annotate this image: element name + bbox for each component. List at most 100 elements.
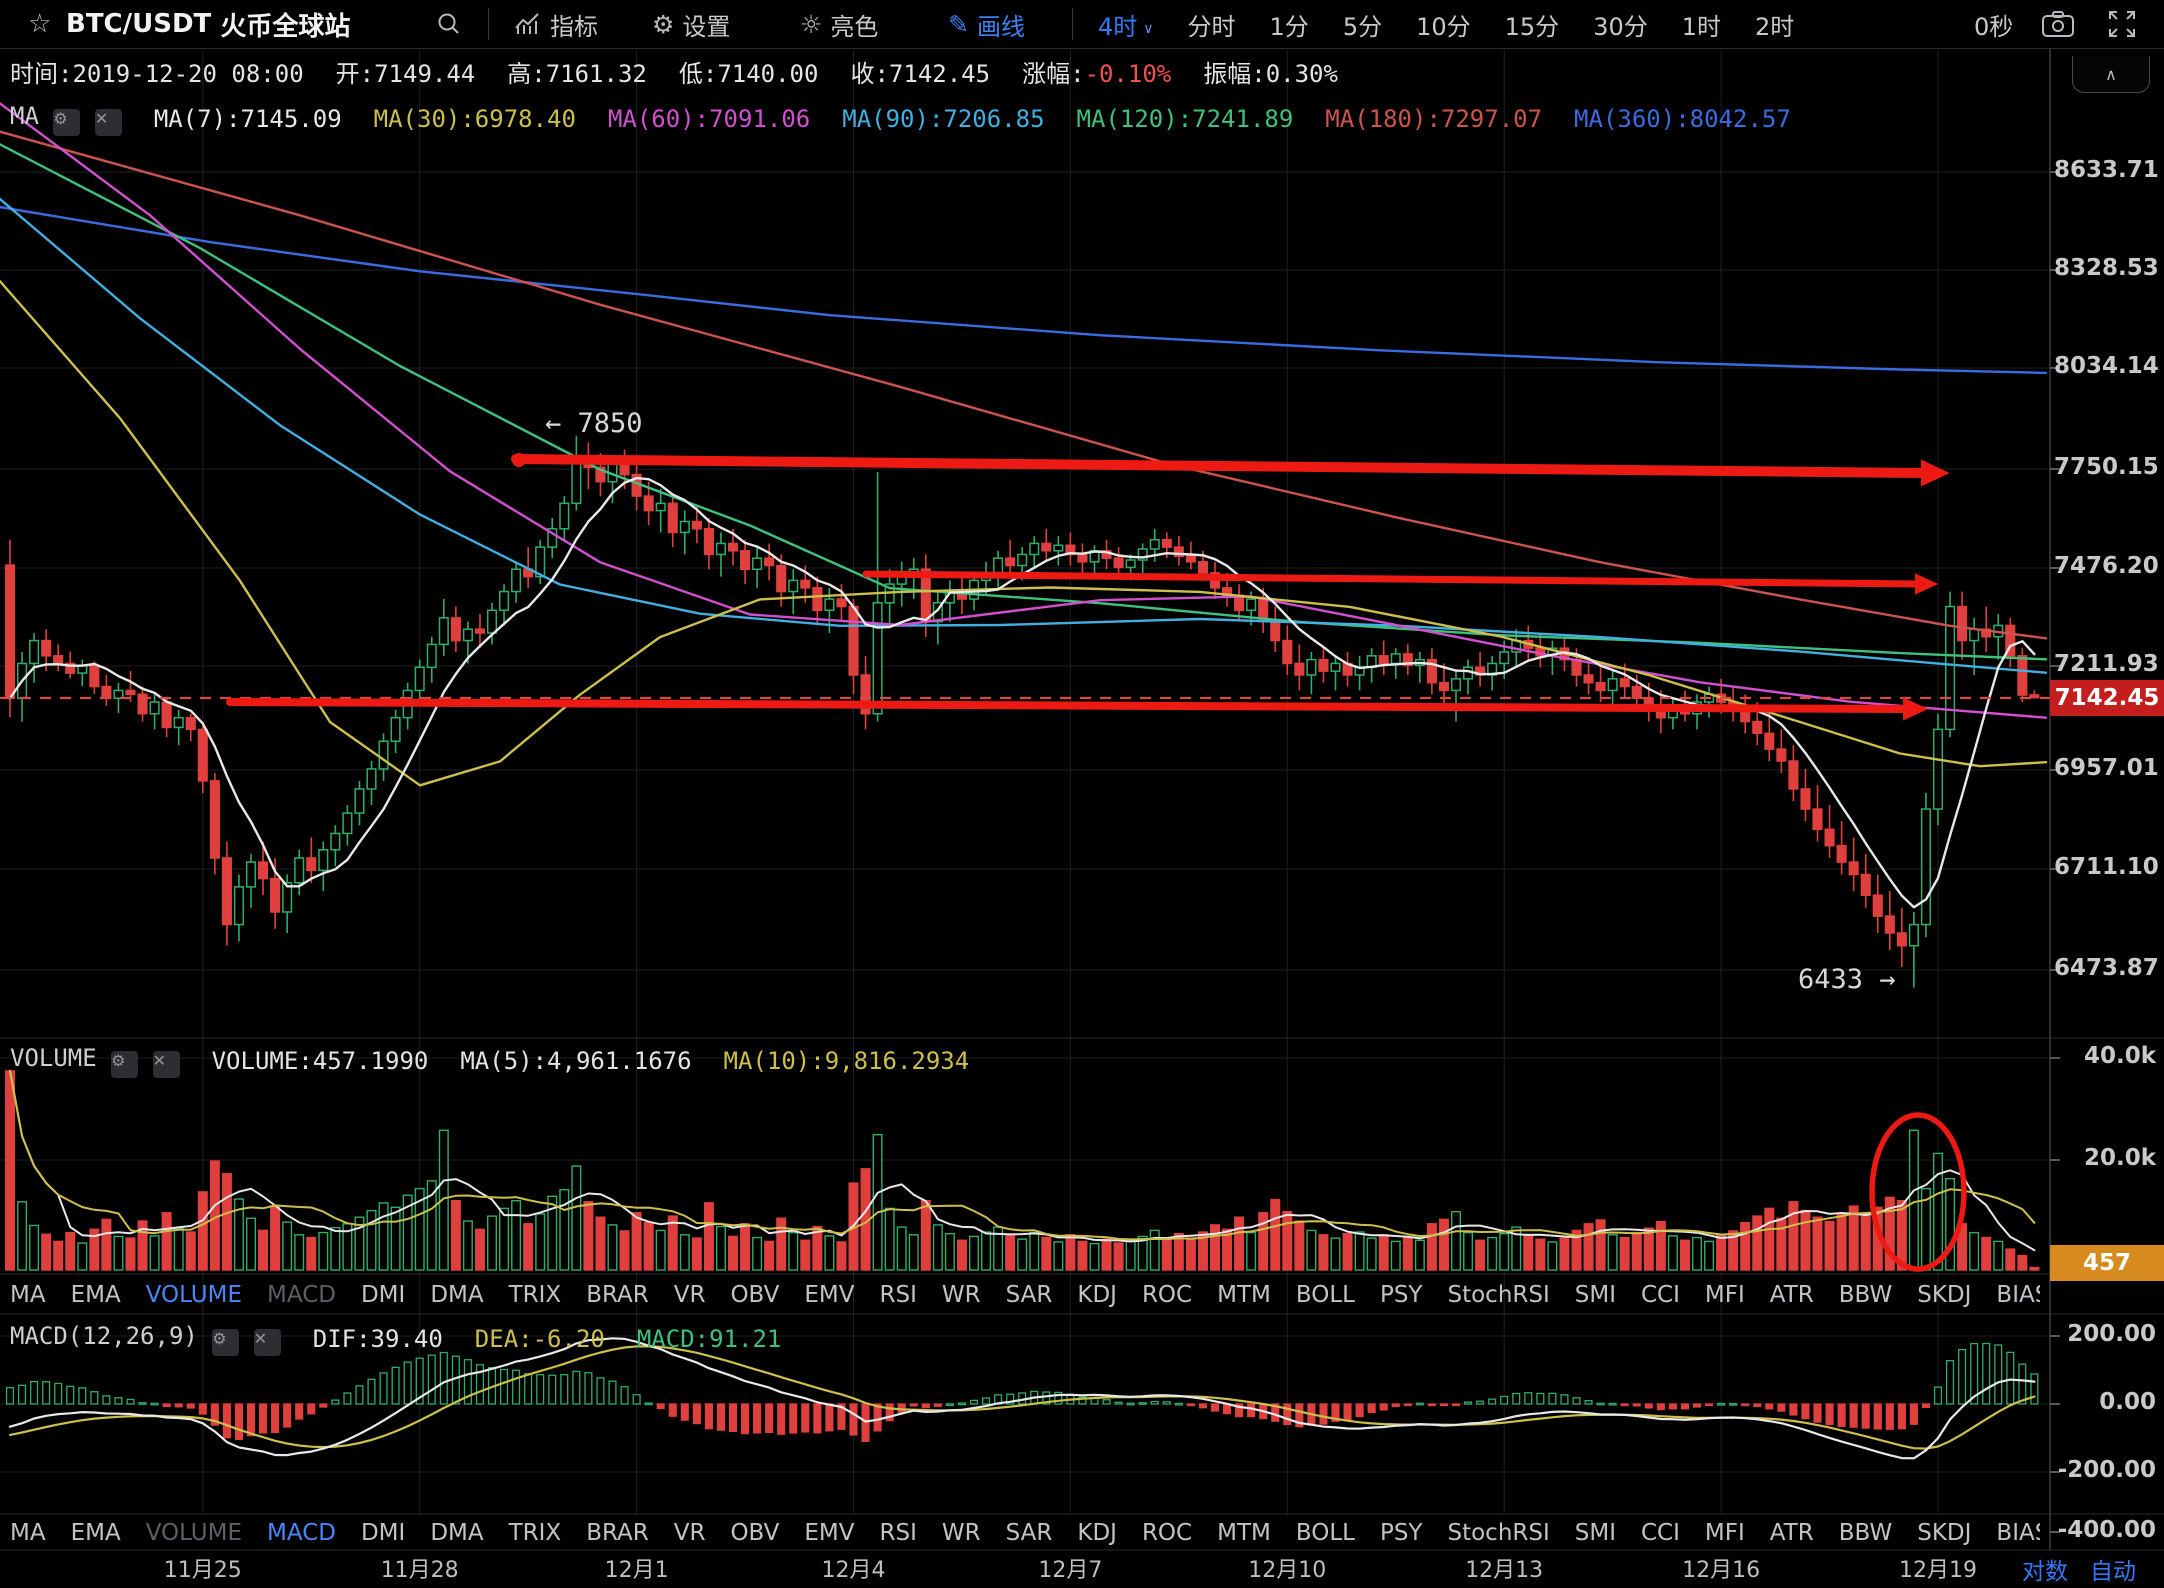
tab-mtm[interactable]: MTM [1217,1520,1271,1546]
tab-ema[interactable]: EMA [70,1282,121,1308]
tab-vr[interactable]: VR [673,1282,706,1308]
tab-dmi[interactable]: DMI [360,1520,406,1546]
symbol-title: BTC/USDT 火币全球站 [66,0,350,48]
tab-dma[interactable]: DMA [430,1520,484,1546]
tab-cci[interactable]: CCI [1641,1520,1680,1546]
collapse-panel-tab[interactable]: ∧ [2072,56,2150,93]
theme-button[interactable]: ☼ 亮色 [800,0,878,48]
tab-volume[interactable]: VOLUME [145,1520,243,1546]
draw-line-button[interactable]: ✎ 画线 [948,0,1025,48]
period-item-15分[interactable]: 15分 [1504,12,1560,41]
tab-bias[interactable]: BIAS [1996,1520,2040,1546]
tab-mtm[interactable]: MTM [1217,1282,1271,1308]
period-item-1时[interactable]: 1时 [1681,12,1722,41]
tab-volume[interactable]: VOLUME [145,1282,243,1308]
tab-brar[interactable]: BRAR [586,1282,649,1308]
tab-ma[interactable]: MA [10,1520,46,1546]
tab-skdj[interactable]: SKDJ [1917,1520,1972,1546]
low-price-annotation: 6433 → [1798,964,1896,995]
tab-obv[interactable]: OBV [730,1520,780,1546]
ma-values-row: MA ⚙ ✕ MA(7):7145.09 MA(30):6978.40 MA(60)… [10,102,1791,136]
tab-trix[interactable]: TRIX [508,1520,562,1546]
fullscreen-icon[interactable] [2108,0,2136,48]
tab-wr[interactable]: WR [941,1282,981,1308]
peak-price-annotation: ← 7850 [545,408,643,439]
tab-psy[interactable]: PSY [1379,1282,1423,1308]
period-selector: 4时 ∨ 分时 1分 5分 10分 15分 30分 1时 2时 [1098,0,1794,48]
tab-atr[interactable]: ATR [1769,1282,1814,1308]
auto-scale-button[interactable]: 自动 [2090,1559,2136,1585]
tab-smi[interactable]: SMI [1574,1520,1616,1546]
tab-kdj[interactable]: KDJ [1077,1520,1117,1546]
tab-roc[interactable]: ROC [1141,1520,1193,1546]
tab-stochrsi[interactable]: StochRSI [1447,1282,1550,1308]
macd-close-icon[interactable]: ✕ [253,1329,281,1356]
tab-vr[interactable]: VR [673,1520,706,1546]
tab-trix[interactable]: TRIX [508,1282,562,1308]
tab-atr[interactable]: ATR [1769,1520,1814,1546]
tab-emv[interactable]: EMV [804,1282,855,1308]
period-selected[interactable]: 4时 ∨ [1098,12,1154,41]
tab-smi[interactable]: SMI [1574,1282,1616,1308]
ma-settings-gear-icon[interactable]: ⚙ [53,109,81,136]
tab-bbw[interactable]: BBW [1838,1282,1893,1308]
settings-button[interactable]: ⚙ 设置 [652,0,730,48]
period-item-5分[interactable]: 5分 [1342,12,1383,41]
tab-brar[interactable]: BRAR [586,1520,649,1546]
tab-emv[interactable]: EMV [804,1520,855,1546]
tab-kdj[interactable]: KDJ [1077,1282,1117,1308]
period-item-分时[interactable]: 分时 [1187,12,1236,41]
tab-dma[interactable]: DMA [430,1282,484,1308]
log-scale-button[interactable]: 对数 [2022,1559,2068,1585]
indicator-tabs-volume-pane: MA EMA VOLUME MACD DMI DMA TRIX BRAR VR OBV EMV RSI… [10,1276,2040,1314]
tab-sar[interactable]: SAR [1005,1520,1053,1546]
tab-mfi[interactable]: MFI [1704,1520,1745,1546]
tab-roc[interactable]: ROC [1141,1282,1193,1308]
tab-ma[interactable]: MA [10,1282,46,1308]
macd-settings-gear-icon[interactable]: ⚙ [212,1329,240,1356]
tab-macd[interactable]: MACD [267,1282,336,1308]
indicators-button[interactable]: 指标 [514,0,598,48]
tab-dmi[interactable]: DMI [360,1282,406,1308]
period-item-1分[interactable]: 1分 [1269,12,1309,41]
period-item-30分[interactable]: 30分 [1593,12,1648,41]
tab-ema[interactable]: EMA [70,1520,121,1546]
camera-screenshot-icon[interactable] [2042,0,2074,48]
tab-wr[interactable]: WR [941,1520,981,1546]
volume-close-icon[interactable]: ✕ [152,1051,180,1078]
period-item-2时[interactable]: 2时 [1755,12,1795,41]
tab-psy[interactable]: PSY [1379,1520,1423,1546]
price-axis-label-5: 7211.93 [2054,651,2159,677]
tab-boll[interactable]: BOLL [1295,1520,1355,1546]
tab-rsi[interactable]: RSI [879,1282,917,1308]
tab-rsi[interactable]: RSI [879,1520,917,1546]
toolbar: ☆ BTC/USDT 火币全球站 指标 ⚙ 设置 ☼ 亮色 ✎ 画线 [0,0,2164,49]
ma-pane-name: MA [10,102,39,130]
ma-value-0: MA(7):7145.09 [153,105,342,133]
tab-boll[interactable]: BOLL [1295,1282,1355,1308]
macd-axis-label-3: -400.00 [2057,1517,2156,1543]
price-axis-label-8: 6473.87 [2054,955,2159,981]
tab-bias[interactable]: BIAS [1996,1282,2040,1308]
search-icon[interactable] [436,0,462,48]
candle-close: 收:7142.45 [850,60,991,88]
tab-stochrsi[interactable]: StochRSI [1447,1520,1550,1546]
tab-skdj[interactable]: SKDJ [1917,1282,1972,1308]
volume-settings-gear-icon[interactable]: ⚙ [111,1051,139,1078]
tab-mfi[interactable]: MFI [1704,1282,1745,1308]
current-price-badge: 7142.45 [2050,680,2164,716]
tab-obv[interactable]: OBV [730,1282,780,1308]
tab-bbw[interactable]: BBW [1838,1520,1893,1546]
price-axis-label-7: 6711.10 [2054,854,2159,880]
settings-label: 设置 [682,12,731,41]
tab-macd[interactable]: MACD [267,1520,336,1546]
period-item-10分[interactable]: 10分 [1416,12,1471,41]
tab-cci[interactable]: CCI [1641,1282,1680,1308]
theme-label: 亮色 [830,12,879,41]
ma-close-icon[interactable]: ✕ [94,109,122,136]
favorite-star-icon[interactable]: ☆ [28,9,52,39]
tab-sar[interactable]: SAR [1005,1282,1053,1308]
date-label-0: 11月25 [163,1558,242,1583]
macd-dif-value: DIF:39.40 [312,1325,443,1353]
